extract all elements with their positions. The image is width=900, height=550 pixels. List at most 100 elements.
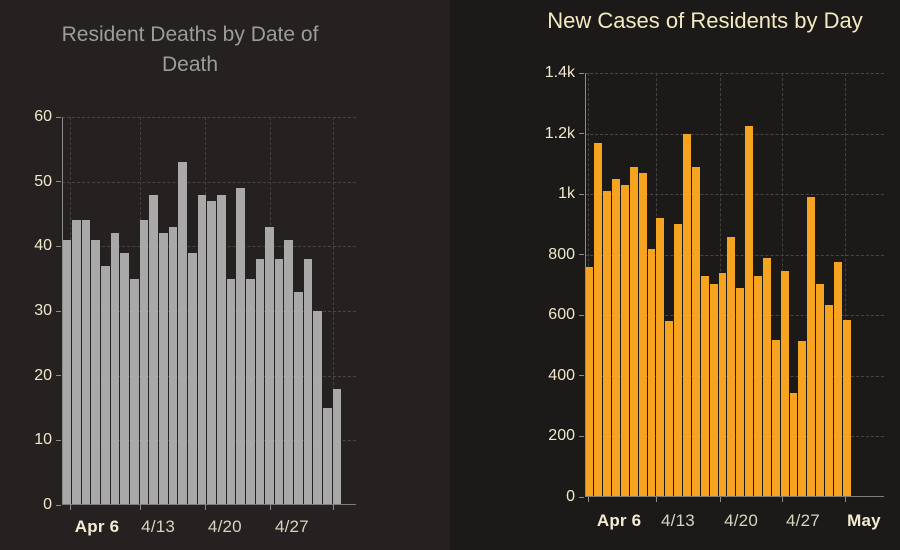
y-axis-line bbox=[585, 73, 586, 497]
y-axis-tick bbox=[579, 435, 584, 437]
bar-cases-8[interactable] bbox=[647, 248, 656, 497]
y-axis-tick bbox=[56, 375, 61, 377]
y-tick-label: 1.4k bbox=[544, 64, 575, 81]
bar-deaths-18[interactable] bbox=[226, 278, 236, 505]
bar-deaths-11[interactable] bbox=[159, 233, 168, 505]
x-axis-tick bbox=[204, 505, 206, 510]
bar-deaths-24[interactable] bbox=[284, 239, 294, 505]
bar-deaths-21[interactable] bbox=[255, 259, 265, 505]
bar-cases-5[interactable] bbox=[620, 185, 629, 497]
y-axis-tick bbox=[579, 72, 584, 74]
bar-deaths-25[interactable] bbox=[294, 291, 303, 505]
bar-cases-22[interactable] bbox=[771, 339, 780, 497]
bar-cases-24[interactable] bbox=[789, 392, 798, 497]
bar-deaths-20[interactable] bbox=[245, 278, 255, 505]
bar-cases-28[interactable] bbox=[824, 304, 833, 497]
bar-deaths-3[interactable] bbox=[81, 220, 91, 505]
y-axis-line bbox=[62, 117, 63, 505]
x-axis-line bbox=[62, 504, 356, 505]
bar-cases-16[interactable] bbox=[718, 272, 727, 497]
y-axis-tick bbox=[56, 439, 61, 441]
y-tick-label: 400 bbox=[548, 366, 575, 384]
x-axis-tick bbox=[69, 505, 71, 510]
y-tick-label: 600 bbox=[548, 306, 575, 324]
bar-deaths-17[interactable] bbox=[216, 194, 226, 505]
bar-cases-25[interactable] bbox=[798, 341, 807, 497]
bar-cases-20[interactable] bbox=[754, 275, 762, 497]
bar-deaths-7[interactable] bbox=[120, 252, 130, 505]
gridline-horizontal bbox=[62, 117, 356, 118]
bar-deaths-14[interactable] bbox=[187, 252, 197, 505]
bar-cases-15[interactable] bbox=[709, 283, 718, 497]
bar-deaths-6[interactable] bbox=[110, 233, 120, 505]
bar-deaths-1[interactable] bbox=[62, 239, 72, 505]
bar-deaths-16[interactable] bbox=[207, 201, 216, 505]
bar-deaths-29[interactable] bbox=[332, 388, 342, 505]
x-tick-label: 4/27 bbox=[786, 511, 820, 530]
gridline-horizontal bbox=[62, 181, 356, 183]
bar-deaths-4[interactable] bbox=[91, 239, 101, 505]
bar-deaths-26[interactable] bbox=[303, 259, 313, 505]
deaths-chart-title: Resident Deaths by Date of Death bbox=[61, 23, 319, 77]
bar-cases-26[interactable] bbox=[807, 197, 816, 497]
bar-deaths-28[interactable] bbox=[323, 408, 332, 505]
gridline-horizontal bbox=[585, 73, 884, 74]
bar-cases-10[interactable] bbox=[665, 321, 674, 497]
y-tick-label: 50 bbox=[34, 172, 52, 190]
x-axis-line bbox=[585, 496, 884, 497]
x-axis-tick bbox=[782, 497, 784, 502]
bar-cases-13[interactable] bbox=[691, 166, 700, 497]
bar-deaths-15[interactable] bbox=[197, 194, 207, 505]
deaths-chart-plot: 0 10 20 30 40 50 60 Apr 6 4/13 4/20 4/27 bbox=[34, 108, 356, 536]
bar-cases-14[interactable] bbox=[700, 275, 709, 497]
cases-chart-title: New Cases of Residents by Day bbox=[547, 8, 863, 33]
bar-cases-7[interactable] bbox=[638, 172, 647, 497]
y-tick-label: 60 bbox=[34, 108, 52, 125]
y-tick-label: 1.2k bbox=[544, 124, 575, 142]
bar-cases-1[interactable] bbox=[585, 266, 594, 497]
x-axis-tick bbox=[333, 505, 335, 510]
cases-chart-plot: 0 200 400 600 800 1k 1.2k 1.4k Apr 6 4/13 4/20 4/27… bbox=[545, 64, 884, 530]
x-axis-tick bbox=[655, 497, 657, 502]
bar-deaths-12[interactable] bbox=[168, 226, 178, 505]
y-axis-tick bbox=[579, 254, 584, 256]
y-axis-tick bbox=[579, 133, 584, 135]
cases-chart-panel: New Cases of Residents by Day 0 200 400 600… bbox=[450, 0, 900, 550]
x-axis-tick bbox=[139, 505, 141, 510]
gridline-vertical bbox=[655, 73, 657, 497]
bar-deaths-5[interactable] bbox=[101, 265, 110, 505]
x-axis-tick bbox=[587, 497, 589, 502]
bar-cases-21[interactable] bbox=[762, 257, 771, 497]
y-axis-tick bbox=[56, 181, 61, 183]
bar-deaths-8[interactable] bbox=[130, 278, 139, 505]
x-tick-label: 4/13 bbox=[141, 517, 176, 536]
bar-cases-19[interactable] bbox=[745, 126, 754, 497]
y-tick-label: 200 bbox=[548, 427, 575, 445]
bar-cases-3[interactable] bbox=[603, 191, 612, 497]
y-tick-label: 20 bbox=[34, 366, 52, 384]
y-tick-label: 30 bbox=[34, 302, 52, 319]
bar-cases-30[interactable] bbox=[842, 319, 851, 497]
bar-cases-11[interactable] bbox=[674, 224, 683, 497]
bar-cases-27[interactable] bbox=[816, 283, 824, 497]
bar-deaths-9[interactable] bbox=[139, 220, 149, 505]
bar-cases-12[interactable] bbox=[683, 133, 691, 497]
x-tick-label: 4/27 bbox=[274, 517, 309, 536]
bar-deaths-10[interactable] bbox=[149, 194, 158, 505]
bar-cases-9[interactable] bbox=[656, 218, 665, 497]
bar-cases-17[interactable] bbox=[727, 236, 736, 497]
bar-cases-18[interactable] bbox=[736, 288, 745, 497]
bar-cases-4[interactable] bbox=[612, 179, 620, 497]
bar-deaths-2[interactable] bbox=[72, 220, 81, 505]
bar-cases-6[interactable] bbox=[629, 166, 638, 497]
bar-deaths-22[interactable] bbox=[265, 226, 274, 505]
bar-cases-23[interactable] bbox=[780, 271, 789, 497]
bar-cases-2[interactable] bbox=[594, 142, 603, 497]
bar-deaths-19[interactable] bbox=[236, 188, 245, 505]
bar-cases-29[interactable] bbox=[833, 262, 842, 497]
bar-deaths-27[interactable] bbox=[313, 311, 323, 505]
bar-deaths-13[interactable] bbox=[178, 162, 187, 505]
bar-deaths-23[interactable] bbox=[274, 259, 284, 505]
y-tick-label: 0 bbox=[43, 496, 52, 513]
x-tick-label: Apr 6 bbox=[74, 517, 120, 536]
